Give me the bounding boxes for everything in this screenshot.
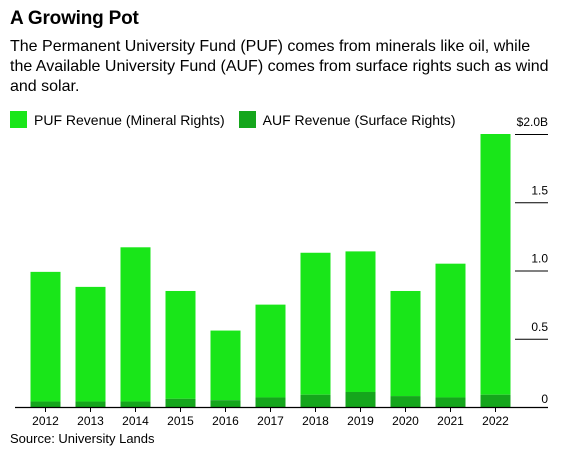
legend-label-puf: PUF Revenue (Mineral Rights) (34, 111, 225, 128)
bar-auf-2016 (210, 400, 241, 407)
bar-auf-2021 (435, 397, 466, 407)
y-tick-label: 1.0 (531, 252, 548, 266)
chart-subtitle: The Permanent University Fund (PUF) come… (10, 38, 549, 95)
y-tick-label: 0 (541, 392, 548, 406)
bar-puf-2020 (390, 290, 421, 397)
legend-swatch-puf (10, 111, 27, 128)
bar-puf-2016 (210, 330, 241, 401)
legend-item-puf: PUF Revenue (Mineral Rights) (10, 111, 225, 128)
source-note: Source: University Lands (10, 431, 155, 446)
bar-puf-2015 (165, 290, 196, 399)
legend-label-auf: AUF Revenue (Surface Rights) (262, 111, 456, 128)
bar-puf-2018 (300, 252, 331, 395)
x-tick-label-2021: 2021 (437, 414, 464, 428)
bar-auf-2013 (75, 401, 106, 407)
bar-auf-2014 (120, 401, 151, 407)
y-tick-label: 1.5 (531, 183, 548, 197)
legend: PUF Revenue (Mineral Rights) AUF Revenue… (10, 111, 470, 128)
bar-puf-2013 (75, 286, 106, 402)
bar-puf-2014 (120, 247, 151, 402)
chart-title: A Growing Pot (10, 8, 139, 29)
bar-puf-2012 (30, 271, 61, 402)
bar-auf-2017 (255, 397, 286, 407)
bar-auf-2012 (30, 401, 61, 407)
legend-swatch-auf (238, 111, 256, 128)
x-tick-label-2015: 2015 (167, 414, 194, 428)
bar-puf-2019 (345, 251, 376, 392)
x-tick-label-2013: 2013 (77, 414, 104, 428)
x-tick-label-2016: 2016 (212, 414, 239, 428)
bar-puf-2021 (435, 263, 466, 398)
x-tick-label-2020: 2020 (392, 414, 419, 428)
x-tick-label-2014: 2014 (122, 414, 149, 428)
legend-item-auf: AUF Revenue (Surface Rights) (238, 111, 456, 128)
y-tick-label: $2.0B (517, 115, 548, 129)
bar-auf-2018 (300, 394, 331, 407)
x-tick-label-2022: 2022 (482, 414, 509, 428)
x-tick-label-2018: 2018 (302, 414, 329, 428)
bar-puf-2017 (255, 304, 286, 398)
bar-auf-2020 (390, 396, 421, 407)
bar-puf-2022 (480, 134, 511, 395)
bar-auf-2022 (480, 394, 511, 407)
x-tick-label-2019: 2019 (347, 414, 374, 428)
x-tick-label-2017: 2017 (257, 414, 284, 428)
bar-auf-2019 (345, 391, 376, 407)
x-tick-label-2012: 2012 (32, 414, 59, 428)
y-tick-label: 0.5 (531, 320, 548, 334)
bar-auf-2015 (165, 398, 196, 407)
